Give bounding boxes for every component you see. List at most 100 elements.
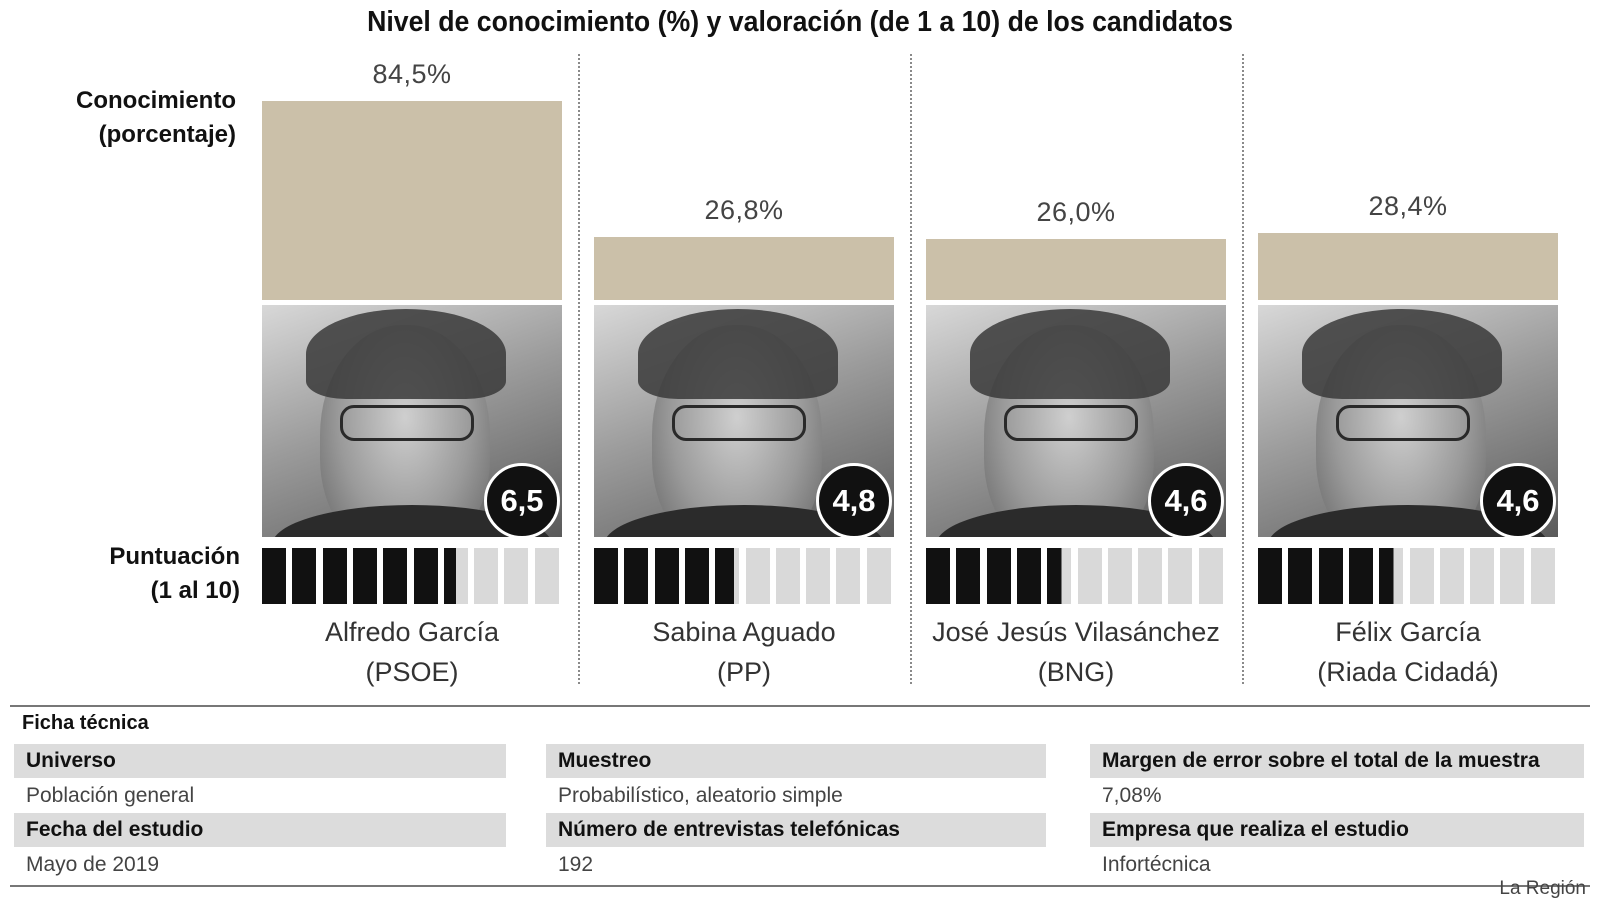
score-square xyxy=(262,548,286,604)
score-square xyxy=(444,548,468,604)
score-square xyxy=(987,548,1011,604)
puntuacion-label-line1: Puntuación xyxy=(109,543,240,570)
candidate-party: (BNG) xyxy=(1037,657,1115,687)
score-meter xyxy=(262,548,562,604)
score-square xyxy=(1349,548,1373,604)
score-square xyxy=(1531,548,1555,604)
puntuacion-axis-label: Puntuación (1 al 10) xyxy=(20,540,240,608)
candidate-photo: 4,6 xyxy=(926,305,1226,537)
knowledge-value-label: 26,0% xyxy=(1036,197,1116,227)
candidate-name: Alfredo García xyxy=(324,617,500,647)
candidate-name: José Jesús Vilasánchez xyxy=(932,617,1220,647)
column-divider xyxy=(1242,54,1244,684)
entrevistas-value: 192 xyxy=(558,853,594,876)
score-square xyxy=(1319,548,1343,604)
fecha-value: Mayo de 2019 xyxy=(26,853,160,876)
score-square xyxy=(1078,548,1102,604)
universo-value: Población general xyxy=(26,784,195,807)
score-square xyxy=(1410,548,1434,604)
score-square xyxy=(776,548,800,604)
score-square xyxy=(806,548,830,604)
score-square xyxy=(926,548,950,604)
score-square xyxy=(1379,548,1403,604)
photo-hair xyxy=(638,309,838,399)
score-square xyxy=(1199,548,1223,604)
score-badge: 4,6 xyxy=(1148,463,1224,537)
bottom-divider xyxy=(10,885,1590,887)
score-square xyxy=(504,548,528,604)
source-credit: La Región xyxy=(1499,878,1586,899)
empresa-header: Empresa que realiza el estudio xyxy=(1090,813,1584,847)
score-square xyxy=(1288,548,1312,604)
photo-glasses xyxy=(340,405,474,441)
candidate-photo: 6,5 xyxy=(262,305,562,537)
universo-header: Universo xyxy=(14,744,506,778)
score-square xyxy=(535,548,559,604)
photo-glasses xyxy=(1004,405,1138,441)
knowledge-bar xyxy=(1258,233,1558,300)
score-square xyxy=(323,548,347,604)
score-square xyxy=(383,548,407,604)
score-square xyxy=(292,548,316,604)
score-badge: 4,8 xyxy=(816,463,892,537)
muestreo-header: Muestreo xyxy=(546,744,1046,778)
score-square xyxy=(353,548,377,604)
ficha-title: Ficha técnica xyxy=(22,712,149,734)
knowledge-bar xyxy=(262,101,562,300)
score-square xyxy=(414,548,438,604)
score-square xyxy=(1047,548,1071,604)
score-square xyxy=(1108,548,1132,604)
score-square xyxy=(624,548,648,604)
fecha-header: Fecha del estudio xyxy=(14,813,506,847)
score-square xyxy=(1258,548,1282,604)
column-divider xyxy=(910,54,912,684)
entrevistas-header: Número de entrevistas telefónicas xyxy=(546,813,1046,847)
candidate-party: (PSOE) xyxy=(365,657,459,687)
photo-hair xyxy=(306,309,506,399)
candidate-name: Sabina Aguado xyxy=(652,617,836,647)
photo-hair xyxy=(1302,309,1502,399)
score-square xyxy=(1500,548,1524,604)
candidate-photo: 4,6 xyxy=(1258,305,1558,537)
score-square xyxy=(474,548,498,604)
score-meter xyxy=(594,548,894,604)
candidate-column: 84,5% 6,5 Alfredo García (PSOE) xyxy=(262,0,562,700)
candidate-column: 26,0% 4,6 José Jesús Vilasánchez (BNG) xyxy=(926,0,1226,700)
score-square xyxy=(685,548,709,604)
score-square xyxy=(956,548,980,604)
puntuacion-label-line2: (1 al 10) xyxy=(150,577,240,604)
knowledge-bar xyxy=(926,239,1226,300)
score-square xyxy=(655,548,679,604)
candidate-name: Félix García xyxy=(1335,617,1481,647)
margen-header: Margen de error sobre el total de la mue… xyxy=(1090,744,1584,778)
photo-hair xyxy=(970,309,1170,399)
score-square xyxy=(1168,548,1192,604)
muestreo-value: Probabilístico, aleatorio simple xyxy=(558,784,843,807)
score-square xyxy=(715,548,739,604)
score-badge: 6,5 xyxy=(484,463,560,537)
candidate-column: 28,4% 4,6 Félix García (Riada Cidadá) xyxy=(1258,0,1558,700)
conocimiento-axis-label: Conocimiento (porcentaje) xyxy=(16,84,236,152)
photo-glasses xyxy=(672,405,806,441)
score-meter xyxy=(1258,548,1558,604)
candidate-column: 26,8% 4,8 Sabina Aguado (PP) xyxy=(594,0,894,700)
score-badge: 4,6 xyxy=(1480,463,1556,537)
conocimiento-label-line1: Conocimiento xyxy=(76,87,236,114)
score-square xyxy=(594,548,618,604)
knowledge-bar xyxy=(594,237,894,300)
knowledge-value-label: 84,5% xyxy=(372,59,452,89)
score-square xyxy=(1470,548,1494,604)
knowledge-value-label: 28,4% xyxy=(1368,191,1448,221)
knowledge-value-label: 26,8% xyxy=(704,195,784,225)
score-square xyxy=(1440,548,1464,604)
candidate-party: (Riada Cidadá) xyxy=(1317,657,1499,687)
score-square xyxy=(836,548,860,604)
column-divider xyxy=(578,54,580,684)
empresa-value: Infortécnica xyxy=(1102,853,1211,876)
score-square xyxy=(746,548,770,604)
candidate-party: (PP) xyxy=(717,657,771,687)
section-divider xyxy=(10,705,1590,707)
score-meter xyxy=(926,548,1226,604)
score-square xyxy=(1138,548,1162,604)
score-square xyxy=(867,548,891,604)
